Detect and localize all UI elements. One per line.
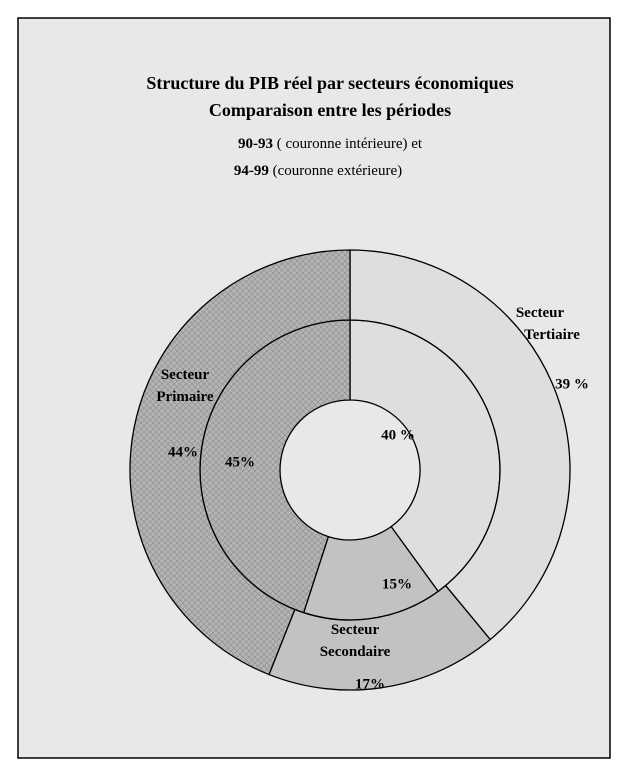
value-label: 44% [168, 444, 198, 460]
category-label: Secteur Tertiaire [516, 305, 580, 343]
category-label: Secteur Primaire [156, 367, 214, 405]
donut-segment [129, 249, 351, 676]
chart-subtitle: Comparaison entre les périodes [209, 100, 451, 120]
series-caption: 90-93 ( couronne intérieure) et [238, 136, 423, 152]
series-name: 94-99 [234, 163, 269, 179]
category-label: Secteur Secondaire [320, 622, 391, 660]
value-label: 39 % [555, 376, 589, 392]
value-label: 15% [382, 576, 412, 592]
series-caption: 94-99 (couronne extérieure) [234, 163, 402, 179]
value-label: 45% [225, 454, 255, 470]
value-label: 40 % [381, 427, 415, 443]
series-description: ( couronne intérieure) et [277, 136, 423, 152]
chart-title: Structure du PIB réel par secteurs écono… [146, 73, 513, 93]
donut-segment [349, 249, 571, 641]
series-description: (couronne extérieure) [273, 163, 403, 179]
value-label: 17% [355, 676, 385, 692]
series-name: 90-93 [238, 136, 273, 152]
